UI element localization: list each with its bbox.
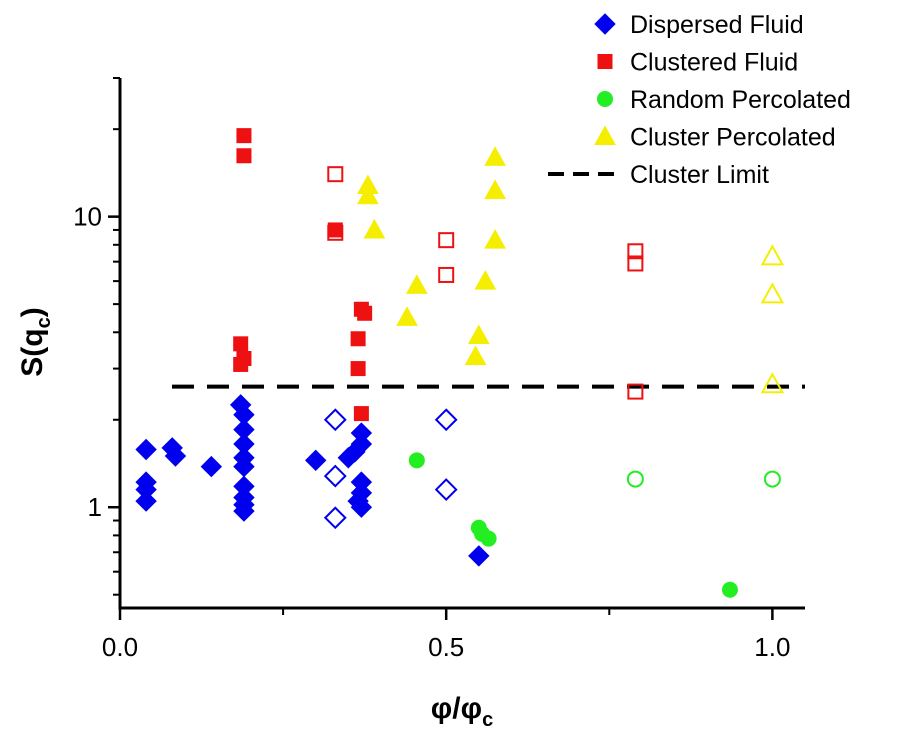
- clustered-fluid-point: [236, 128, 252, 144]
- dispersed-fluid-point: [135, 490, 157, 512]
- legend-label: Cluster Percolated: [630, 124, 836, 152]
- cluster-percolated-point: [760, 244, 785, 266]
- clustered-fluid-point: [233, 356, 249, 372]
- x-tick-label: 0.5: [428, 632, 464, 662]
- cluster-percolated-point: [464, 345, 487, 366]
- dispersed-fluid-point: [305, 449, 327, 472]
- cluster-percolated-point: [396, 306, 418, 326]
- random-percolated-point: [626, 470, 644, 488]
- legend: Dispersed Fluid Clustered Fluid Random Per…: [548, 11, 851, 189]
- data-points: [135, 128, 785, 598]
- axes: 0.0 0.5 1.0 1 10: [73, 77, 805, 662]
- dispersed-fluid-point: [434, 408, 458, 432]
- random-percolated-point: [721, 581, 738, 598]
- dispersed-fluid-point: [468, 545, 490, 567]
- clustered-fluid-point: [236, 148, 252, 164]
- x-axis-title: φ/φc: [431, 692, 493, 731]
- dispersed-fluid-point: [350, 433, 373, 455]
- dispersed-fluid-point: [323, 408, 347, 432]
- dispersed-fluid-point: [323, 506, 347, 530]
- clustered-fluid-point: [627, 383, 644, 400]
- cluster-percolated-point: [405, 274, 428, 294]
- cluster-percolated-point: [760, 372, 785, 394]
- clustered-fluid-point: [350, 361, 366, 377]
- cluster-percolated-point: [484, 179, 506, 200]
- dispersed-fluid-point: [200, 455, 223, 478]
- legend-marker: [594, 13, 616, 35]
- legend-label: Clustered Fluid: [630, 49, 798, 77]
- legend-label: Cluster Limit: [630, 161, 769, 189]
- legend-label: Dispersed Fluid: [630, 11, 804, 39]
- random-percolated-point: [480, 530, 497, 547]
- cluster-percolated-point: [484, 146, 506, 166]
- clustered-fluid-point: [627, 243, 644, 260]
- clustered-fluid-point: [233, 336, 249, 352]
- y-tick-label: 10: [73, 202, 102, 232]
- random-percolated-point: [763, 470, 781, 488]
- clustered-fluid-point: [350, 331, 366, 347]
- clustered-fluid-point: [438, 266, 455, 283]
- clustered-fluid-point: [627, 255, 644, 272]
- clustered-fluid-point: [438, 232, 455, 249]
- dispersed-fluid-point: [164, 445, 187, 467]
- dispersed-fluid-point: [323, 464, 347, 488]
- dispersed-fluid-point: [135, 438, 157, 461]
- cluster-percolated-point: [474, 270, 497, 290]
- dispersed-fluid-point: [233, 500, 255, 522]
- clustered-fluid-point: [353, 406, 369, 422]
- cluster-percolated-point: [760, 282, 785, 304]
- clustered-fluid-point: [327, 166, 344, 183]
- legend-marker: [597, 91, 613, 107]
- clustered-fluid-point: [357, 305, 373, 321]
- clustered-fluid-point: [327, 224, 344, 241]
- x-tick-label: 1.0: [754, 632, 790, 662]
- y-axis-title: S(qc): [16, 307, 55, 376]
- cluster-percolated-point: [363, 218, 386, 239]
- dispersed-fluid-point: [350, 496, 373, 518]
- x-tick-label: 0.0: [102, 632, 138, 662]
- dispersed-fluid-point: [434, 478, 458, 502]
- legend-marker: [594, 125, 616, 145]
- random-percolated-point: [408, 452, 425, 469]
- cluster-percolated-point: [357, 184, 379, 205]
- cluster-percolated-point: [484, 229, 506, 249]
- legend-label: Random Percolated: [630, 86, 851, 114]
- cluster-percolated-point: [467, 324, 490, 344]
- y-tick-label: 1: [88, 492, 102, 522]
- legend-marker: [597, 54, 613, 69]
